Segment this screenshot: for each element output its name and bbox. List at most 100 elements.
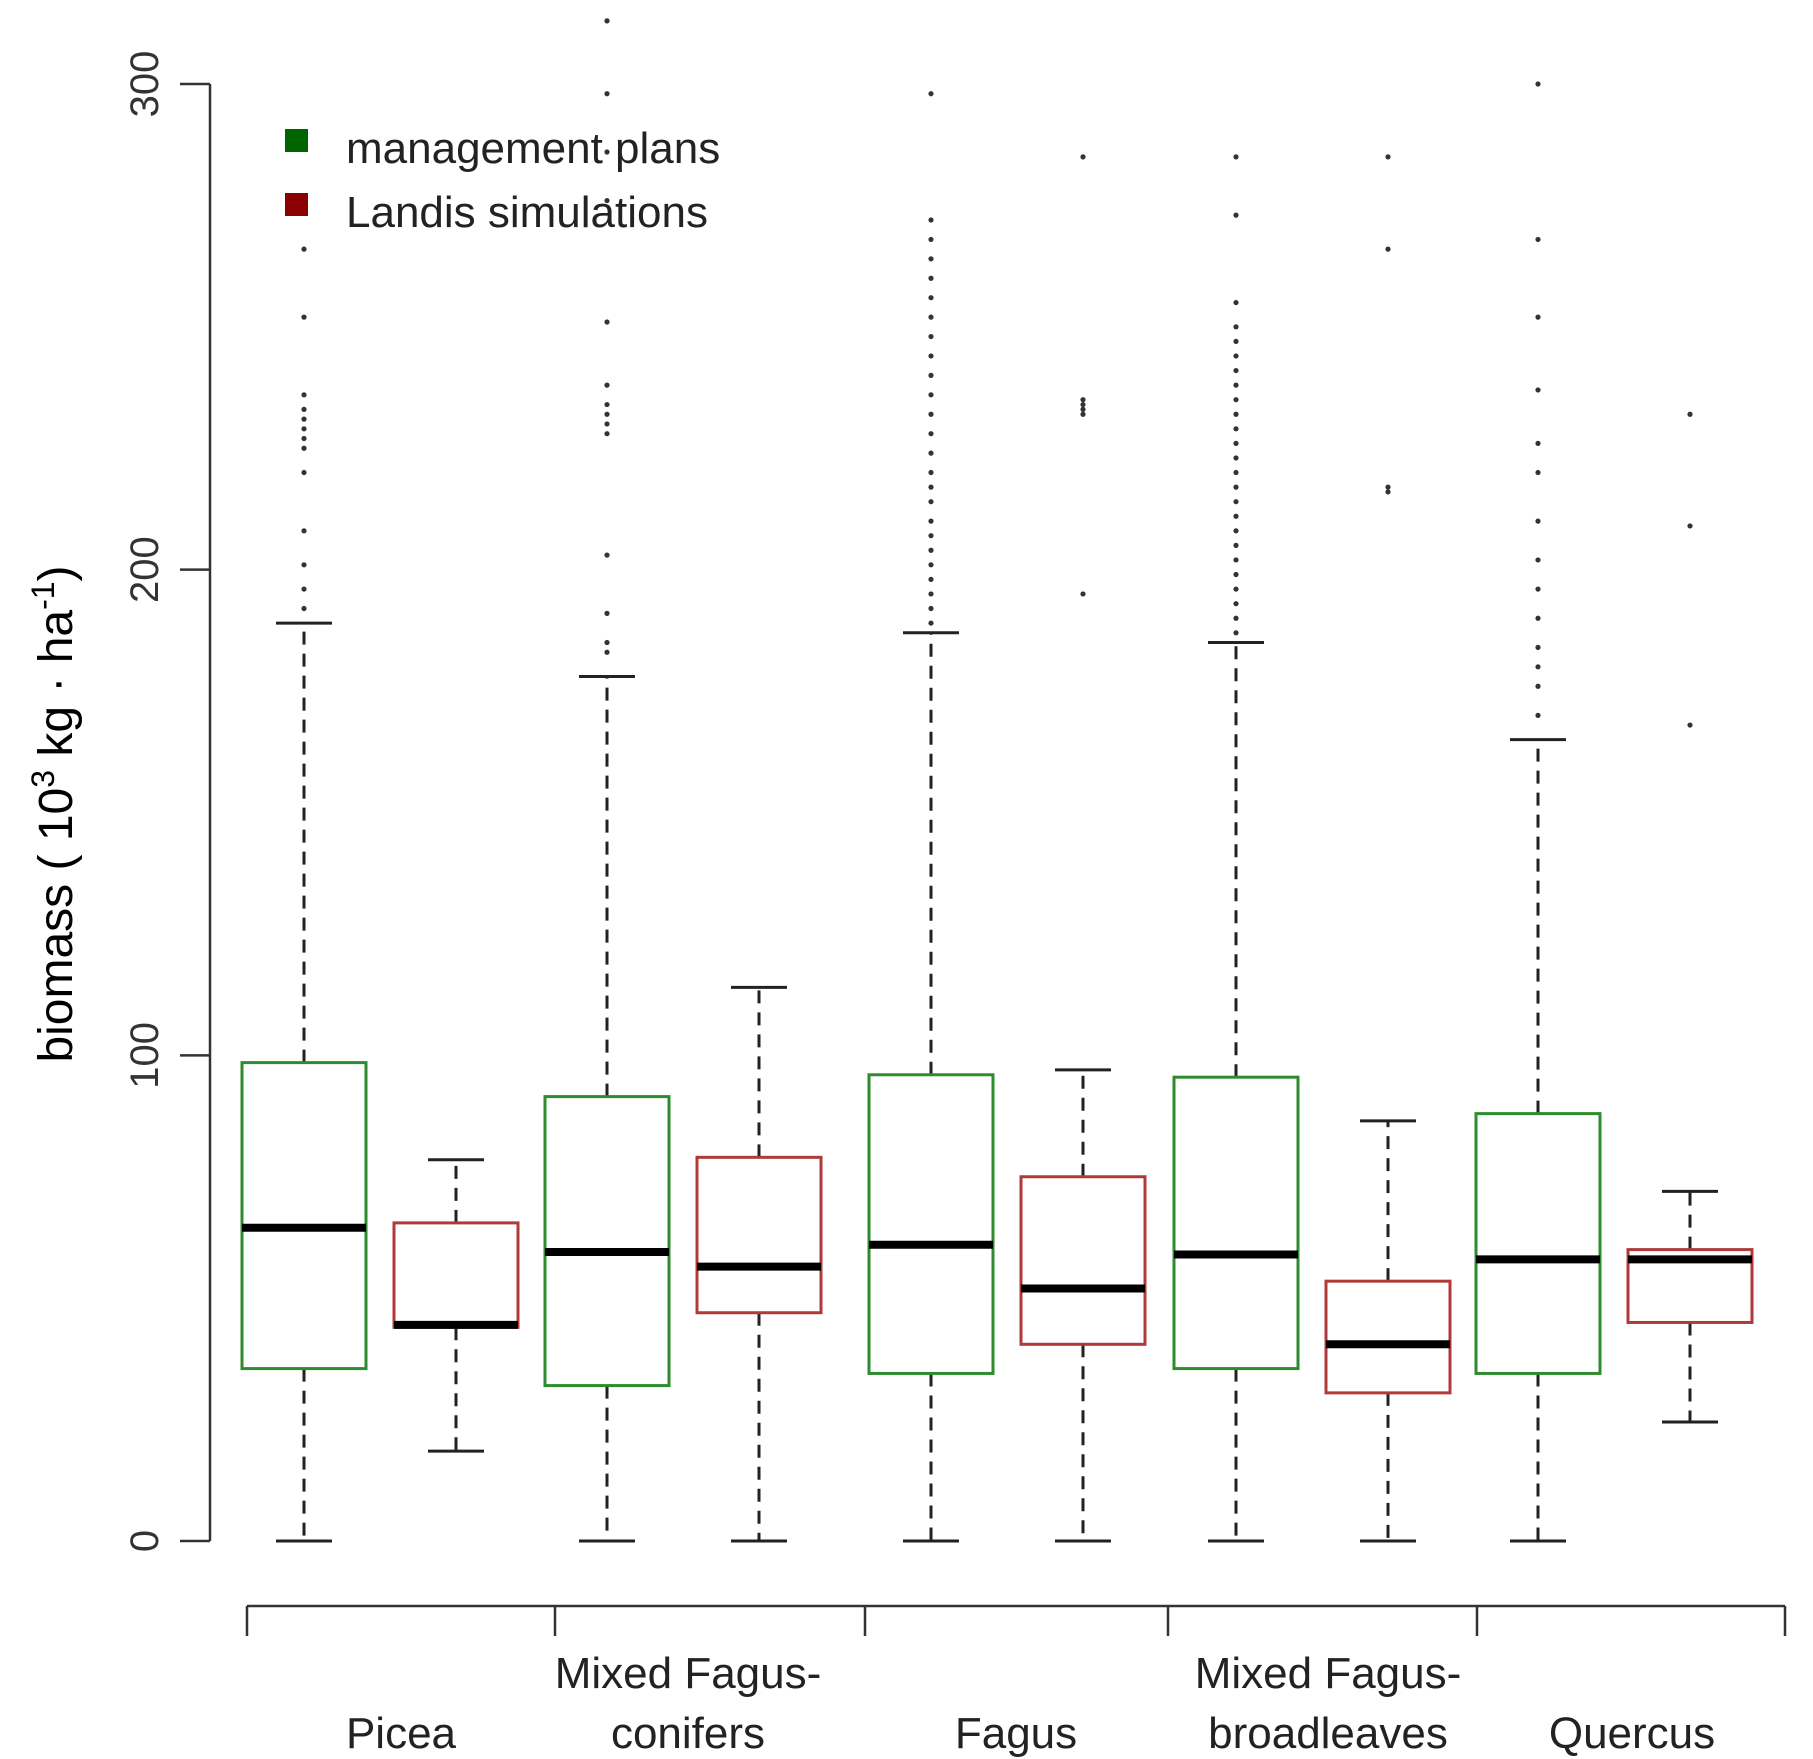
- outlier-point: [1080, 406, 1086, 412]
- outlier-point: [1080, 411, 1086, 417]
- outlier-point: [928, 411, 934, 417]
- outlier-point: [928, 484, 934, 490]
- outlier-point: [1233, 299, 1239, 306]
- x-axis: Picea Mixed Fagus-conifers Fagus Mixed Fagu…: [245, 1604, 1787, 1758]
- box-iqr: [240, 1061, 368, 1371]
- box-iqr: [392, 1221, 520, 1329]
- y-tick-label-200: 200: [123, 536, 167, 603]
- outlier-point: [1233, 557, 1239, 563]
- outlier-point: [1535, 440, 1541, 446]
- outlier-point: [1080, 401, 1086, 408]
- box-iqr: [867, 1073, 995, 1375]
- outlier-point: [1535, 557, 1541, 563]
- outlier-point: [928, 256, 934, 262]
- outlier-point: [1233, 513, 1239, 519]
- outlier-point: [1233, 353, 1239, 359]
- outlier-point: [301, 406, 307, 412]
- outlier-point: [928, 353, 934, 359]
- outlier-point: [928, 605, 934, 612]
- outlier-point: [1233, 484, 1239, 490]
- outlier-point: [301, 426, 307, 432]
- box-landis-1: [392, 1158, 520, 1453]
- outlier-point: [1233, 212, 1239, 218]
- y-axis-title: biomass ( 103 kg · ha-1): [25, 565, 83, 1062]
- outlier-point: [928, 314, 934, 320]
- outlier-point: [1535, 469, 1541, 476]
- boxplot-group: [240, 18, 1754, 1543]
- box-landis-5: [1626, 411, 1754, 1424]
- outlier-point: [301, 586, 307, 592]
- outlier-point: [928, 431, 934, 437]
- outlier-point: [604, 91, 610, 97]
- y-tick-label-300: 300: [123, 51, 167, 118]
- x-category-label: broadleaves: [1208, 1709, 1448, 1758]
- outlier-point: [1233, 338, 1239, 345]
- outlier-point: [1535, 81, 1541, 87]
- outlier-point: [301, 416, 307, 422]
- outlier-point: [1233, 426, 1239, 432]
- box-iqr: [543, 1095, 671, 1388]
- outlier-point: [928, 275, 934, 281]
- outlier-point: [928, 518, 934, 524]
- outlier-point: [1535, 387, 1541, 393]
- outlier-point: [604, 319, 610, 325]
- outlier-point: [1385, 154, 1391, 160]
- outlier-point: [1535, 615, 1541, 621]
- outlier-point: [301, 435, 307, 442]
- outlier-point: [928, 236, 934, 243]
- outlier-point: [1385, 246, 1391, 252]
- box-management-1: [240, 246, 368, 1543]
- box-management-2: [543, 18, 671, 1543]
- outlier-point: [1233, 382, 1239, 388]
- outlier-point: [604, 197, 610, 204]
- outlier-point: [928, 91, 934, 97]
- outlier-point: [604, 401, 610, 408]
- box-management-3: [867, 91, 995, 1543]
- outlier-point: [301, 392, 307, 398]
- box-iqr: [1474, 1112, 1602, 1375]
- outlier-point: [1233, 601, 1239, 607]
- outlier-point: [928, 499, 934, 505]
- outlier-point: [928, 295, 934, 301]
- outlier-point: [928, 562, 934, 568]
- y-axis-title-sup2: -1: [25, 581, 61, 609]
- x-category-label: conifers: [611, 1709, 765, 1758]
- outlier-point: [604, 411, 610, 417]
- outlier-point: [1233, 154, 1239, 160]
- outlier-point: [1535, 518, 1541, 524]
- outlier-point: [1233, 455, 1239, 461]
- outlier-point: [604, 18, 610, 24]
- legend-swatch-management: [285, 129, 308, 152]
- x-category-label: Quercus: [1549, 1709, 1715, 1758]
- outlier-point: [1535, 712, 1541, 718]
- outlier-point: [1233, 469, 1239, 476]
- box-management-5: [1474, 81, 1602, 1543]
- outlier-point: [1080, 154, 1086, 160]
- outlier-point: [928, 620, 934, 626]
- outlier-point: [301, 314, 307, 320]
- outlier-point: [928, 533, 934, 539]
- y-axis-title-main: biomass ( 10: [30, 788, 83, 1063]
- outlier-point: [301, 528, 307, 534]
- outlier-point: [928, 469, 934, 476]
- outlier-point: [1233, 397, 1239, 403]
- legend-swatch-landis: [285, 193, 308, 216]
- outlier-point: [1233, 499, 1239, 505]
- legend-label-management: management plans: [346, 124, 720, 173]
- outlier-point: [1687, 411, 1693, 417]
- outlier-point: [1535, 586, 1541, 592]
- outlier-point: [928, 450, 934, 456]
- outlier-point: [1080, 591, 1086, 597]
- outlier-point: [1535, 683, 1541, 689]
- box-landis-4: [1324, 154, 1452, 1543]
- outlier-point: [604, 639, 610, 646]
- legend: management plans Landis simulations: [285, 124, 720, 237]
- x-category-label: Mixed Fagus-: [1195, 1649, 1462, 1698]
- box-iqr: [1324, 1279, 1452, 1395]
- box-iqr: [695, 1155, 823, 1315]
- outlier-point: [301, 605, 307, 612]
- outlier-point: [1385, 484, 1391, 490]
- outlier-point: [604, 382, 610, 388]
- outlier-point: [928, 591, 934, 597]
